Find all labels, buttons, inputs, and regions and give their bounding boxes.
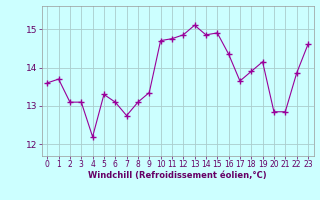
- X-axis label: Windchill (Refroidissement éolien,°C): Windchill (Refroidissement éolien,°C): [88, 171, 267, 180]
